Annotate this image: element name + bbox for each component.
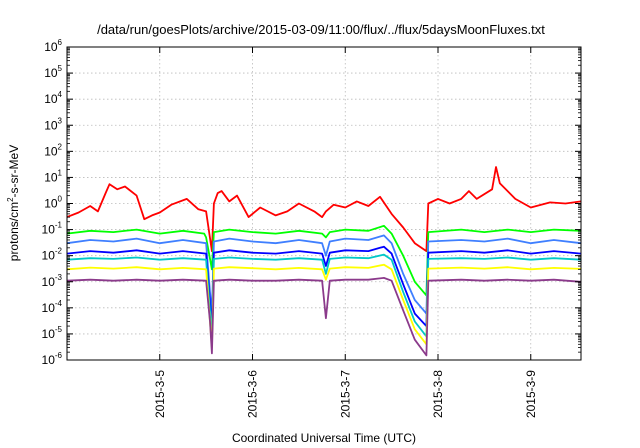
- x-tick-label: 2015-3-8: [431, 370, 445, 418]
- x-tick-label: 2015-3-6: [246, 370, 260, 418]
- series-line-2: [66, 224, 582, 297]
- series-group: [66, 166, 582, 357]
- y-tick-label: 101: [44, 168, 62, 184]
- y-axis-label-sup: 2: [6, 197, 15, 202]
- y-tick-label: 100: [44, 195, 62, 211]
- series-line-4: [66, 245, 582, 328]
- y-tick-label: 10-2: [42, 247, 63, 263]
- series-line-5: [66, 253, 582, 338]
- x-tick-label: 2015-3-5: [153, 370, 167, 418]
- series-line-7: [66, 276, 582, 357]
- x-axis-label: Coordinated Universal Time (UTC): [232, 431, 416, 445]
- y-tick-label: 10-5: [42, 325, 63, 341]
- y-tick-label: 10-4: [42, 299, 63, 315]
- y-tick-label: 10-3: [42, 273, 63, 289]
- y-tick-label: 102: [44, 142, 62, 158]
- x-tick-label: 2015-3-7: [338, 370, 352, 418]
- y-axis-label: protons/cm2-s-sr-MeV: [6, 145, 21, 261]
- series-line-6: [66, 263, 582, 349]
- series-line-3: [66, 234, 582, 317]
- x-axis: 2015-3-5 2015-3-6 2015-3-7 2015-3-8 2015-3-9: [153, 47, 538, 418]
- y-tick-label: 103: [44, 116, 62, 132]
- y-tick-label: 106: [44, 38, 62, 54]
- chart-title: /data/run/goesPlots/archive/2015-03-09/1…: [97, 22, 545, 37]
- y-axis-label-rest: -s-sr-MeV: [7, 145, 21, 198]
- series-line-1: [66, 166, 582, 253]
- y-tick-label: 104: [44, 90, 62, 106]
- y-axis-label-base: protons/cm: [7, 202, 21, 261]
- y-tick-label: 10-6: [42, 351, 63, 367]
- grid: [67, 47, 581, 360]
- y-tick-label: 10-1: [42, 221, 63, 237]
- y-tick-label: 105: [44, 64, 62, 80]
- y-axis: 10-6 10-5 10-4 10-3 10-2 10-1 100 101 102 103 104 1…: [42, 38, 581, 367]
- x-tick-label: 2015-3-9: [524, 370, 538, 418]
